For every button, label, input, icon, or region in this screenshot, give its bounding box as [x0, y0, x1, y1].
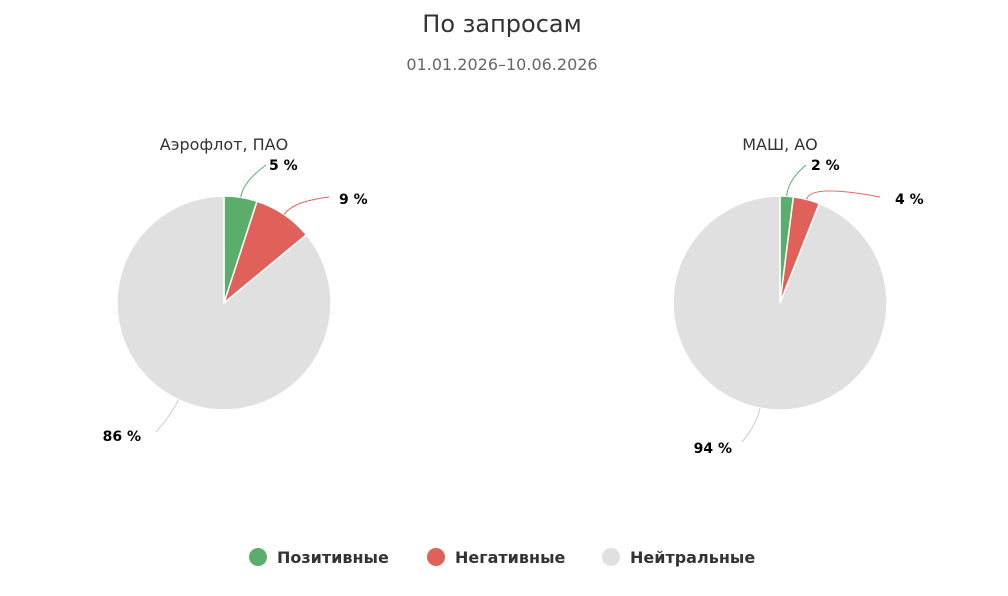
data-label-mash-neutral: 94 % [694, 441, 732, 457]
legend-label-positive: Позитивные [277, 548, 389, 567]
connector-mash-neutral [741, 408, 761, 443]
legend-marker-positive [249, 548, 267, 566]
pie-title-mash: МАШ, АО [742, 135, 818, 154]
data-label-aeroflot-neutral: 86 % [103, 429, 141, 445]
chart-title: По запросам [422, 10, 581, 38]
data-label-aeroflot-positive: 5 % [269, 158, 298, 174]
legend-item-positive[interactable]: Позитивные [249, 548, 389, 567]
connector-aeroflot-negative [283, 196, 330, 215]
data-label-aeroflot-negative: 9 % [339, 192, 368, 208]
pie-slice-aeroflot-neutral[interactable] [116, 195, 332, 411]
legend-marker-neutral [602, 548, 620, 566]
pie-aeroflot [116, 195, 332, 411]
pie-title-aeroflot: Аэрофлот, ПАО [160, 135, 288, 154]
data-labels: 5 % 9 % 86 % 2 % 4 % 94 % [103, 158, 924, 457]
legend-label-neutral: Нейтральные [630, 548, 755, 567]
connector-mash-positive [786, 164, 807, 197]
chart-subtitle: 01.01.2026–10.06.2026 [406, 55, 597, 74]
data-label-mash-positive: 2 % [811, 158, 840, 174]
data-label-mash-negative: 4 % [895, 192, 924, 208]
connector-aeroflot-positive [240, 164, 267, 198]
pie-mash [672, 195, 888, 411]
connector-aeroflot-neutral [155, 399, 179, 433]
legend-marker-negative [427, 548, 445, 566]
legend-label-negative: Негативные [455, 548, 566, 567]
legend-item-negative[interactable]: Негативные [427, 548, 566, 567]
legend-item-neutral[interactable]: Нейтральные [602, 548, 755, 567]
pie-slice-mash-neutral[interactable] [672, 195, 888, 411]
connector-mash-negative [806, 190, 881, 200]
